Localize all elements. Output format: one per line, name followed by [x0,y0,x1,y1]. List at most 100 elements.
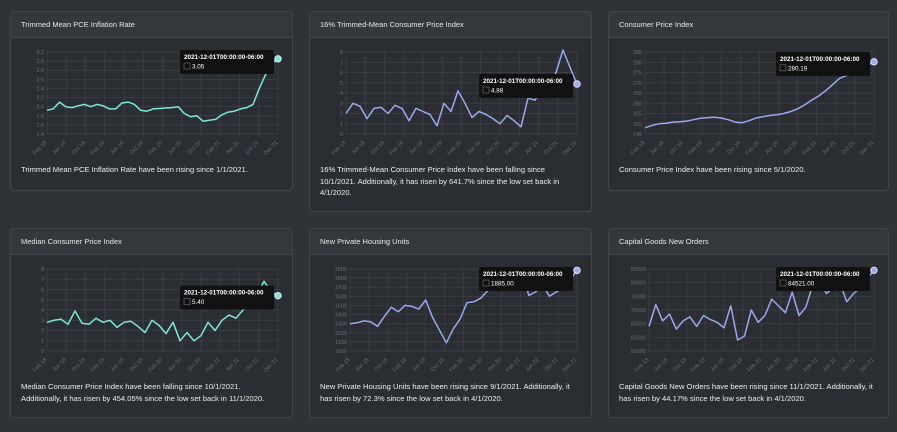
x-tick-label: Oct 19 [726,140,742,156]
chart-area: 0 1 2 3 4 5 6 7 8 Feb 18 Jun 18 Oct 18 Feb 19 Jun 19 O… [310,38,591,158]
x-tick-label: Oct 21 [244,357,260,373]
card-title: Consumer Price Index [609,12,888,38]
x-tick-label: Oct 21 [543,140,559,156]
y-tick-label: 75000 [631,294,646,300]
tooltip-value: 84521.00 [788,281,815,288]
y-tick-label: 2.2 [36,96,44,102]
x-tick-label: Jun 21 [225,140,241,156]
hover-point[interactable] [573,80,581,88]
x-tick-label: Feb 18 [335,357,351,373]
card-description: Trimmed Mean PCE Inflation Rate have bee… [21,165,248,174]
y-tick-label: 1000 [335,349,347,355]
x-tick-label: Oct 20 [785,357,801,373]
x-tick-label: Feb 18 [630,140,646,156]
y-tick-label: 8 [41,267,44,273]
x-tick-label: Oct 18 [374,357,390,373]
y-tick-label: 275 [633,71,642,77]
tooltip-swatch [482,86,490,94]
x-tick-label: Feb 19 [690,357,706,373]
x-tick-label: Jun 19 [408,140,424,156]
series-line [644,61,875,129]
card-title: Median Consumer Price Index [11,229,292,255]
series-line [46,58,279,122]
tooltip-swatch [183,298,191,305]
tooltip-background [479,73,573,98]
x-tick-label: Feb 19 [90,140,106,156]
x-tick-label: Dec 21 [562,140,579,157]
y-tick-label: 270 [633,81,642,87]
x-tick-label: Dec 21 [263,140,280,157]
card-description: Median Consumer Price Index have been fa… [21,382,265,403]
tooltip-background [776,51,870,76]
y-tick-label: 1700 [335,285,347,291]
x-tick-label: Feb 21 [205,140,221,156]
y-tick-label: 55000 [631,349,646,355]
x-tick-label: Feb 19 [392,357,408,373]
x-tick-label: Oct 20 [783,140,799,156]
y-tick-label: 6 [340,71,343,77]
y-tick-label: 5 [41,298,44,304]
hover-point[interactable] [573,266,581,275]
tooltip: 2021-12-01T00:00:00-06:00 280.19 [776,51,870,76]
card-description: New Private Housing Units have been risi… [320,382,570,403]
x-tick-label: Feb 21 [803,357,819,373]
x-tick-label: Jun 21 [821,140,837,156]
x-tick-label: Feb 21 [505,357,521,373]
x-tick-label: Jun 20 [167,140,183,156]
chart-area: 0 1 2 3 4 5 6 7 8 Feb 18 Jun 18 Oct 18 Feb 19 Jun 19 O… [11,255,292,375]
y-tick-label: 2.4 [36,86,44,92]
x-tick-label: Jun 18 [52,140,68,156]
tooltip-background [180,285,274,310]
x-tick-label: Jun 18 [650,140,666,156]
x-tick-label: Oct 21 [544,357,560,373]
chart-area: 55000 60000 65000 70000 75000 80000 85000 Feb 1… [609,255,888,375]
y-tick-label: 1500 [335,303,347,309]
tooltip-background [776,267,870,291]
y-tick-label: 2.0 [36,105,44,111]
hover-point[interactable] [274,291,282,300]
tooltip-date: 2021-12-01T00:00:00-06:00 [780,271,860,278]
tooltip-date: 2021-12-01T00:00:00-06:00 [483,78,563,85]
x-tick-label: Oct 18 [71,357,87,373]
x-tick-label: Jun 19 [707,140,723,156]
x-tick-label: Oct 18 [71,140,87,156]
x-tick-label: Oct 21 [841,140,857,156]
line-chart: 55000 60000 65000 70000 75000 80000 85000 Feb 1… [631,266,878,374]
tooltip-swatch [779,279,787,287]
tooltip-value: 1885.00 [491,281,514,288]
line-chart: 1000 1100 1200 1300 1400 1500 1600 1700 1800 1900… [335,266,581,374]
x-tick-label: Feb 20 [747,357,763,373]
hover-point[interactable] [870,58,878,66]
x-tick-label: Feb 19 [389,140,405,156]
y-tick-label: 0 [41,349,44,355]
y-tick-label: 1800 [335,276,347,282]
y-tick-label: 6 [41,288,44,294]
y-tick-label: 0 [340,132,343,138]
y-tick-label: 5 [340,81,343,87]
hover-point[interactable] [870,266,878,275]
x-tick-label: Jun 19 [109,140,125,156]
x-tick-label: Feb 20 [148,357,164,373]
x-tick-label: Oct 19 [428,140,444,156]
x-tick-label: Oct 18 [672,357,688,373]
chart-area: 245 250 255 260 265 270 275 280 285 Feb 18 Jun 18 O… [609,38,888,158]
y-tick-label: 3.2 [36,50,44,56]
y-tick-label: 8 [340,50,343,56]
y-tick-label: 2 [340,112,343,118]
y-tick-label: 1400 [335,313,347,319]
tooltip-value: 280.19 [788,65,808,72]
y-tick-label: 280 [633,60,642,66]
hover-point[interactable] [274,55,282,63]
y-tick-label: 1.8 [36,114,44,120]
x-tick-label: Oct 20 [487,357,503,373]
chart-area: 1.4 1.6 1.8 2.0 2.2 2.4 2.6 2.8 3.0 3.2 Feb 18 Jun … [11,38,292,158]
card-description: Consumer Price Index have been rising si… [619,165,806,174]
x-tick-label: Dec 21 [859,357,876,374]
x-tick-label: Feb 21 [205,357,221,373]
y-tick-label: 265 [633,91,642,97]
card-description: 16% Trimmed-Mean Consumer Price Index ha… [320,165,560,197]
y-tick-label: 1.6 [36,123,44,129]
x-tick-label: Feb 18 [331,140,347,156]
x-tick-label: Jun 18 [653,357,669,373]
